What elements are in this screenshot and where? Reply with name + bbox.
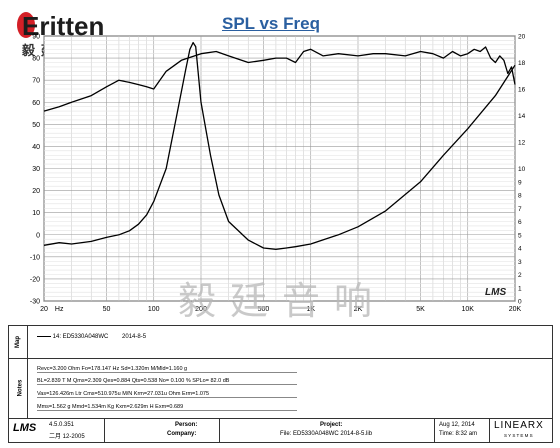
y-left-tick-label: 10 (32, 210, 40, 217)
y-right-tick-label: 12 (518, 140, 526, 147)
y-left-tick-label: 70 (32, 78, 40, 85)
y-right-tick-label: 18 (518, 60, 526, 67)
x-tick-label: 500 (258, 306, 270, 313)
y-right-tick-label: 3 (518, 259, 522, 266)
chart-title: SPL vs Freq (222, 14, 320, 33)
y-left-tick-label: 50 (32, 122, 40, 129)
info-panel: Map 14: ED5330A048WC 2014-8-5 Notes Revc… (8, 325, 553, 443)
linearx-sub: S Y S T E M S (504, 433, 533, 438)
y-left-tick-label: -20 (30, 276, 40, 283)
tick-labels: 9080706050403020100-10-20-30201816141210… (30, 34, 526, 314)
spl-chart: 9080706050403020100-10-20-30201816141210… (30, 34, 526, 314)
y-left-tick-label: 40 (32, 144, 40, 151)
map-side-label: Map (9, 326, 28, 358)
y-left-tick-label: -30 (30, 299, 40, 306)
time: Time: 8:32 am (439, 431, 478, 437)
person-cell: Person: Company: (104, 418, 220, 442)
x-tick-label: 20 (40, 306, 48, 313)
y-right-tick-label: 8 (518, 193, 522, 200)
project-cell: Project: File: ED5330A048WC 2014-8-5.lib (219, 418, 435, 442)
y-left-tick-label: 80 (32, 56, 40, 63)
y-right-tick-label: 14 (518, 113, 526, 120)
note-line: Revc=3.200 Ohm Fo=178.147 Hz Sd=1.320m M… (37, 366, 297, 373)
legend-entry-name: 14: ED5330A048WC (52, 334, 109, 340)
person-label: Person: (175, 422, 198, 428)
y-right-tick-label: 7 (518, 206, 522, 213)
notes-side-label: Notes (9, 358, 28, 418)
date-cell: Aug 12, 2014 Time: 8:32 am (434, 418, 490, 442)
y-right-tick-label: 20 (518, 34, 526, 41)
note-line: BL=2.839 T M Qms=2.309 Qes=0.884 Qts=0.5… (37, 378, 297, 385)
notes-row: Notes Revc=3.200 Ohm Fo=178.147 Hz Sd=1.… (9, 358, 552, 419)
y-left-tick-label: 30 (32, 166, 40, 173)
x-tick-label: 1K (306, 306, 315, 313)
x-tick-label: 10K (462, 306, 475, 313)
x-tick-label: 20K (509, 306, 522, 313)
legend-entry-date: 2014-8-5 (122, 334, 147, 340)
y-right-tick-label: 16 (518, 87, 526, 94)
y-left-tick-label: 20 (32, 188, 40, 195)
watermark: 毅廷音响 (178, 279, 387, 323)
linearx-brand: LINEARX (494, 420, 544, 431)
note-line: Vas=126.426m Ltr Cms=510.975u M/N Krm=27… (37, 391, 297, 398)
y-right-tick-label: 6 (518, 219, 522, 226)
project-label: Project: (320, 422, 343, 428)
company-label: Company: (167, 431, 197, 437)
version: 4.5.0.351 (49, 422, 75, 428)
series-lines (43, 41, 516, 250)
y-right-tick-label: 5 (518, 232, 522, 239)
y-right-tick-label: 10 (518, 166, 526, 173)
impedance-series-line (43, 41, 516, 250)
y-right-tick-label: 4 (518, 246, 522, 253)
x-tick-label: 50 (103, 306, 111, 313)
version-date: 二月 12-2005 (49, 434, 85, 440)
y-right-tick-label: 0 (518, 299, 522, 306)
x-tick-label: 5K (416, 306, 425, 313)
y-left-tick-label: 60 (32, 100, 40, 107)
project-file: File: ED5330A048WC 2014-8-5.lib (280, 431, 373, 437)
note-line: Mms=1.562 g Mmd=1.534m Kg Kxm=2.629m H E… (37, 404, 297, 411)
x-tick-label: 100 (148, 306, 160, 313)
logo-swoosh (17, 12, 35, 38)
brand-cell: LINEARX S Y S T E M S (489, 418, 553, 442)
lms-logo: LMS (13, 422, 37, 434)
grid (43, 35, 516, 302)
x-tick-label: 2K (354, 306, 363, 313)
legend-entry: 14: ED5330A048WC 2014-8-5 (37, 334, 146, 340)
date: Aug 12, 2014 (439, 422, 475, 428)
y-left-tick-label: 0 (36, 232, 40, 239)
footer-row: LMS 4.5.0.351 二月 12-2005 Person: Company… (9, 418, 552, 442)
y-right-tick-label: 1 (518, 285, 522, 292)
y-left-tick-label: 90 (32, 34, 40, 41)
spl-series-line (43, 46, 516, 112)
x-tick-label: Hz (55, 306, 64, 313)
y-left-tick-label: -10 (30, 254, 40, 261)
legend-line-swatch (37, 335, 51, 337)
x-tick-label: 200 (195, 306, 207, 313)
y-right-tick-label: 2 (518, 272, 522, 279)
map-row: Map 14: ED5330A048WC 2014-8-5 (9, 326, 552, 359)
lms-chart-tag: LMS (485, 287, 507, 298)
y-right-tick-label: 9 (518, 179, 522, 186)
